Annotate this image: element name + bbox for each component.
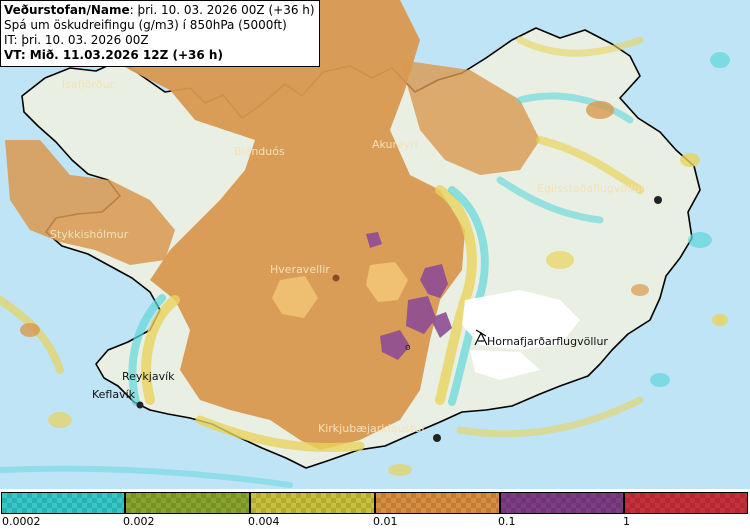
place-label-reykjavik: Reykjavík — [122, 370, 175, 383]
ash-field-orange-west — [5, 140, 175, 265]
place-label-stykkisholmur: Stykkishólmur — [50, 228, 129, 241]
legend-swatch-4 — [500, 492, 624, 514]
ash-dispersion-map: o Ísafjörður Blönduós Akureyri Egilsstað… — [0, 0, 750, 489]
legend-swatch-1 — [125, 492, 250, 514]
ash-speckle — [20, 52, 730, 476]
place-label-isafjordur: Ísafjörður — [62, 78, 115, 91]
forecast-description: Spá um öskudreifingu (g/m3) í 850hPa (50… — [4, 18, 287, 32]
run-time: : þri. 10. 03. 2026 00Z (+36 h) — [129, 3, 315, 17]
glaciers — [462, 290, 580, 380]
legend-swatch-5 — [624, 492, 748, 514]
ash-field-orange — [60, 0, 465, 450]
concentration-legend: 0.0002 0.002 0.004 0.01 0.1 1 — [0, 489, 750, 532]
place-label-akureyri: Akureyri — [372, 138, 418, 151]
place-label-egilsstadir: Egilsstaðaflugvöllur — [537, 182, 645, 195]
airport-icon — [474, 329, 488, 346]
legend-tick-4: 0.1 — [498, 515, 516, 528]
place-label-hveravellir: Hveravellir — [270, 263, 330, 276]
legend-tick-1: 0.002 — [123, 515, 155, 528]
initial-time: IT: þri. 10. 03. 2026 00Z — [4, 33, 149, 47]
legend-tick-2: 0.004 — [248, 515, 280, 528]
location-markers — [136, 196, 662, 442]
ash-high-concentration — [366, 232, 452, 360]
legend-tick-0: 0.0002 — [2, 515, 41, 528]
legend-swatch-3 — [375, 492, 500, 514]
forecast-info-box: Veðurstofan/Name: þri. 10. 03. 2026 00Z … — [0, 0, 320, 67]
place-label-blonduos: Blönduós — [234, 145, 285, 158]
ash-fringe-bands — [0, 36, 644, 488]
legend-swatch-0 — [1, 492, 125, 514]
ash-patch-light-2 — [272, 276, 318, 318]
ash-field-orange-north — [400, 60, 540, 175]
place-label-hornafjordur: Hornafjarðarflugvöllur — [487, 335, 608, 348]
valid-time: VT: Mið. 11.03.2026 12Z (+36 h) — [4, 48, 223, 62]
forecast-source-line: Veðurstofan/Name: þri. 10. 03. 2026 00Z … — [4, 3, 315, 18]
volcano-marker: o — [405, 343, 411, 353]
place-label-kirkjubaejarklaustur: Kirkjubæjarklaustur — [318, 422, 426, 435]
legend-tick-3: 0.01 — [373, 515, 398, 528]
ash-patch-light — [366, 262, 408, 302]
legend-swatch-2 — [250, 492, 375, 514]
source-name: Veðurstofan/Name — [4, 3, 130, 17]
legend-tick-5: 1 — [623, 515, 630, 528]
place-label-keflavik: Keflavík — [92, 388, 136, 401]
